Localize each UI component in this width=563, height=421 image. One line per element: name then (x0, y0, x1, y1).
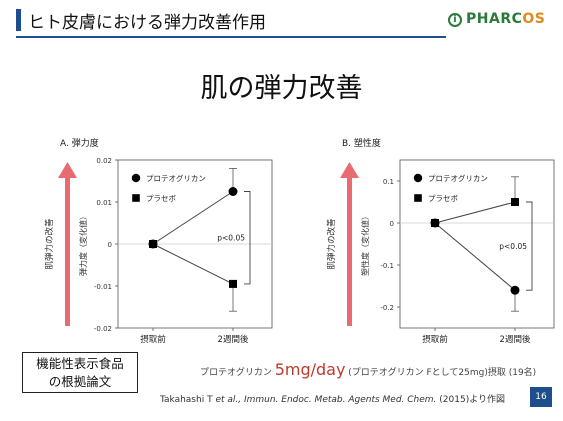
y-tick-label: -0.02 (94, 325, 112, 333)
data-point-square (229, 279, 237, 288)
citation-journal: et al., Immun. Endoc. Metab. Agents Med.… (215, 395, 437, 405)
series-line (434, 222, 516, 291)
significance-label: p<0.05 (217, 234, 245, 243)
logo-text: PHARCOS (466, 11, 545, 27)
y-tick-label: -0.2 (380, 304, 394, 312)
y-tick-label: -0.01 (94, 283, 112, 291)
side-label: 肌弾力の改善 (326, 218, 337, 270)
page-number: 16 (530, 387, 552, 407)
panel-label: A. 弾力度 (60, 137, 99, 149)
y-tick-label: 0.1 (383, 178, 394, 186)
legend-marker-circle (131, 173, 141, 183)
legend-marker-square (414, 194, 422, 202)
slide-header: ヒト皮膚における弾力改善作用 i PHARCOS (0, 0, 563, 38)
legend-label: プラセボ (146, 194, 176, 203)
chart-elasticity: A. 弾力度肌弾力の改善 弾力度（変化値） 0.02 0.01 0 -0.01 -0.02 摂… (0, 128, 280, 353)
citation-authors: Takahashi T (160, 395, 216, 405)
y-tick-label: 0 (108, 241, 112, 249)
data-point-circle (510, 285, 520, 295)
legend-label: プラセボ (428, 194, 458, 203)
data-point-square (431, 219, 439, 227)
y-tick-label: -0.1 (380, 262, 394, 270)
title-underline (16, 36, 446, 38)
improvement-arrow-shaft (347, 176, 352, 326)
side-label: 肌弾力の改善 (44, 218, 55, 270)
x-tick-label: 摂取前 (422, 334, 448, 345)
dose-amount: 5mg/day (274, 360, 346, 379)
x-tick-label: 摂取前 (140, 334, 166, 345)
dose-info: プロテオグリカン 5mg/day (プロテオグリカン Fとして25mg)摂取 (… (200, 360, 536, 379)
legend-label: プロテオグリカン (428, 173, 488, 183)
series-line (152, 243, 234, 285)
series-line (434, 201, 516, 224)
significance-label: p<0.05 (499, 242, 527, 251)
x-tick-label: 2週間後 (218, 334, 249, 345)
title-accent-bar (16, 9, 21, 31)
dose-suffix: (プロテオグリカン Fとして25mg)摂取 (19名) (345, 368, 537, 378)
logo-text-accent: OS (522, 11, 546, 27)
improvement-arrow-shaft (65, 176, 70, 326)
dose-prefix: プロテオグリカン (200, 368, 275, 378)
significance-bracket (526, 201, 533, 291)
y-tick-label: 0.02 (96, 157, 112, 165)
logo-text-main: PHARC (466, 11, 523, 27)
citation: Takahashi T et al., Immun. Endoc. Metab.… (160, 392, 505, 405)
y-tick-label: 0 (390, 220, 394, 228)
y-axis-label: 塑性度（変化値） (360, 212, 370, 276)
data-point-square (511, 198, 519, 206)
plot-frame (399, 159, 555, 329)
legend-marker-circle (413, 173, 423, 183)
slide-heading: 肌の弾力改善 (200, 73, 363, 104)
slide-title: ヒト皮膚における弾力改善作用 (28, 13, 266, 33)
data-point-square (149, 240, 157, 248)
legend-label: プロテオグリカン (146, 173, 206, 183)
functional-food-badge: 機能性表示食品 の根拠論文 (22, 352, 138, 393)
x-tick-label: 2週間後 (500, 334, 531, 345)
improvement-arrow-head (58, 162, 77, 178)
y-tick-label: 0.01 (96, 199, 112, 207)
data-point-circle (228, 187, 238, 196)
legend-marker-square (132, 194, 140, 202)
chart-plasticity: B. 塑性度肌弾力の改善 塑性度（変化値） 0.1 0 -0.1 -0.2 摂取前 2週間後 プ… (282, 128, 562, 353)
info-icon: i (448, 13, 462, 27)
significance-bracket (244, 191, 251, 285)
badge-line-1: 機能性表示食品 (36, 356, 124, 371)
y-axis-label: 弾力度（変化値） (78, 212, 88, 276)
citation-rest: (2015)より作図 (436, 395, 506, 405)
improvement-arrow-head (340, 162, 359, 178)
series-line (152, 191, 234, 245)
badge-line-2: の根拠論文 (48, 374, 112, 389)
panel-label: B. 塑性度 (342, 137, 381, 149)
